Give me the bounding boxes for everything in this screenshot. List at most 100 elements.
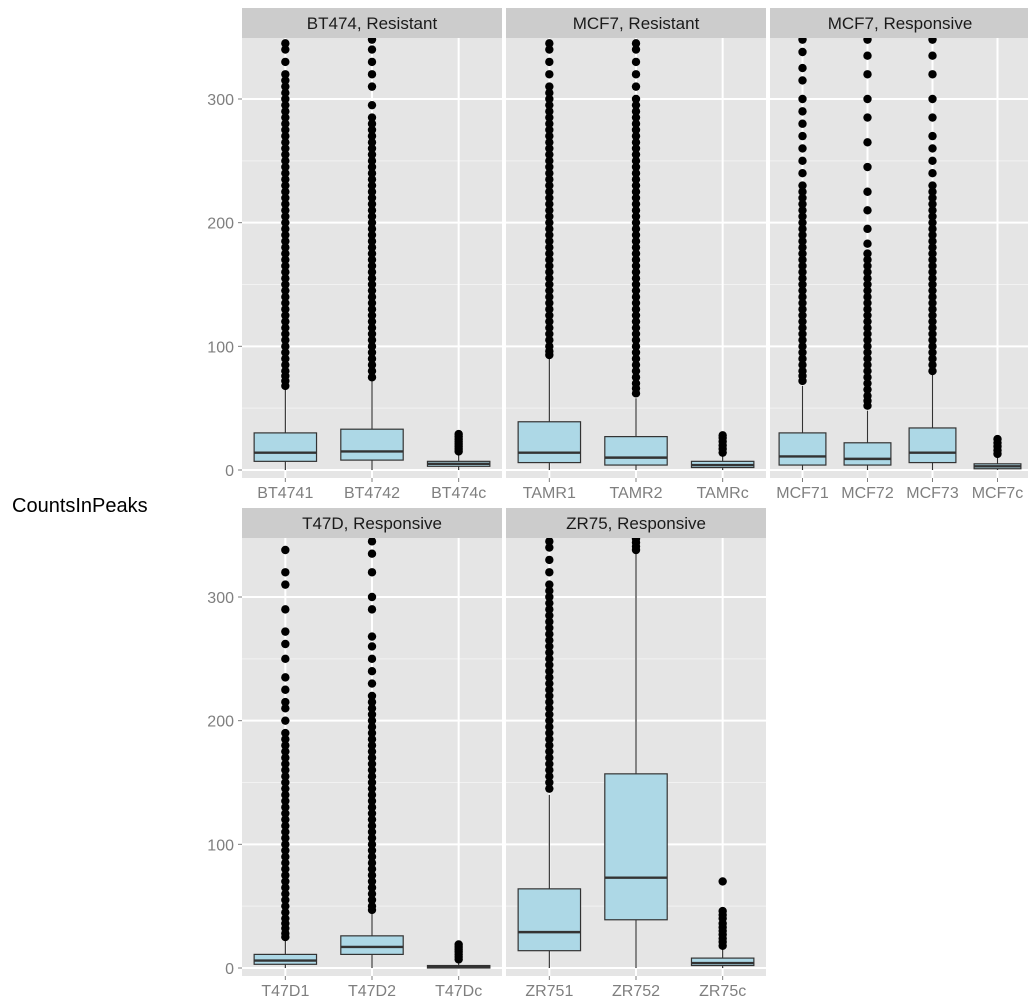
outlier-point <box>798 243 807 252</box>
outlier-point <box>545 329 554 339</box>
box-TAMRc <box>690 431 755 470</box>
outlier-point <box>545 193 554 203</box>
outlier-point <box>631 261 641 271</box>
box-body <box>604 773 668 921</box>
outlier-point <box>631 348 641 357</box>
outlier-point <box>545 280 554 289</box>
outlier-point <box>863 206 872 215</box>
outlier-point <box>367 38 377 44</box>
outlier-point <box>281 317 290 326</box>
outlier-point <box>928 218 937 227</box>
outlier-point <box>863 342 872 351</box>
outlier-point <box>281 286 290 295</box>
outlier-point <box>631 144 641 153</box>
outlier-point <box>367 230 377 240</box>
outlier-point <box>545 206 554 215</box>
outlier-point <box>281 852 290 861</box>
outlier-point <box>545 261 554 271</box>
outlier-point <box>863 348 872 357</box>
outlier-point <box>928 342 937 351</box>
outlier-point <box>281 193 290 203</box>
outlier-point <box>798 298 807 308</box>
outlier-point <box>281 125 290 135</box>
outlier-point <box>545 267 554 277</box>
outlier-point <box>545 741 554 750</box>
outlier-point <box>367 45 377 54</box>
outlier-point <box>631 119 641 128</box>
outlier-point <box>545 156 554 166</box>
outlier-point <box>367 642 377 651</box>
outlier-point <box>281 858 290 868</box>
outlier-point <box>545 629 554 639</box>
outlier-point <box>798 218 807 227</box>
box-body <box>604 436 668 466</box>
outlier-point <box>545 605 554 614</box>
outlier-point <box>367 181 377 190</box>
outlier-point <box>281 175 290 184</box>
facet-strip-title: MCF7, Resistant <box>573 14 700 33</box>
outlier-point <box>545 617 554 626</box>
outlier-point <box>281 704 290 713</box>
outlier-point <box>454 940 463 949</box>
outlier-point <box>367 568 377 577</box>
outlier-point <box>545 70 554 79</box>
outlier-point <box>863 317 872 326</box>
outlier-point <box>281 605 290 614</box>
outlier-point <box>281 57 290 67</box>
outlier-point <box>928 230 937 240</box>
outlier-point <box>545 611 554 620</box>
outlier-point <box>281 908 290 917</box>
outlier-point <box>281 901 290 911</box>
outlier-point <box>798 255 807 264</box>
outlier-point <box>281 815 290 824</box>
outlier-point <box>798 199 807 209</box>
outlier-point <box>631 181 641 190</box>
outlier-point <box>281 255 290 264</box>
outlier-point <box>631 379 641 388</box>
outlier-point <box>631 323 641 332</box>
facet-panel: T47D, Responsive T47D1 T47D2 T47Dc 0 100 200 30… <box>207 508 502 1000</box>
outlier-point <box>281 230 290 240</box>
outlier-point <box>863 286 872 295</box>
outlier-point <box>545 255 554 264</box>
outlier-point <box>281 871 290 880</box>
outlier-point <box>367 871 377 880</box>
outlier-point <box>928 212 937 221</box>
outlier-point <box>545 765 554 775</box>
outlier-point <box>631 243 641 252</box>
outlier-point <box>863 329 872 339</box>
outlier-point <box>798 63 807 73</box>
outlier-point <box>928 70 937 79</box>
outlier-point <box>928 169 937 178</box>
facet-strip-title: T47D, Responsive <box>302 514 442 533</box>
outlier-point <box>545 237 554 246</box>
outlier-point <box>281 212 290 221</box>
outlier-point <box>863 239 872 248</box>
outlier-point <box>281 895 290 905</box>
x-tick-label: MCF73 <box>906 485 959 502</box>
outlier-point <box>281 267 290 277</box>
outlier-point <box>281 728 290 738</box>
panel-content <box>242 538 502 976</box>
outlier-point <box>631 138 641 147</box>
outlier-point <box>367 261 377 271</box>
outlier-point <box>928 311 937 320</box>
outlier-point <box>281 716 290 725</box>
outlier-point <box>281 249 290 258</box>
outlier-point <box>281 809 290 818</box>
outlier-point <box>928 255 937 264</box>
outlier-point <box>798 323 807 332</box>
outlier-point <box>631 175 641 184</box>
facet-strip <box>242 508 502 538</box>
outlier-point <box>545 685 554 694</box>
outlier-point <box>281 889 290 898</box>
outlier-point <box>367 735 377 744</box>
y-tick-label: 300 <box>207 590 234 607</box>
outlier-point <box>367 57 377 67</box>
outlier-point <box>545 759 554 769</box>
outlier-point <box>281 753 290 762</box>
outlier-point <box>928 317 937 326</box>
outlier-point <box>367 747 377 756</box>
outlier-point <box>545 753 554 762</box>
outlier-point <box>281 138 290 147</box>
